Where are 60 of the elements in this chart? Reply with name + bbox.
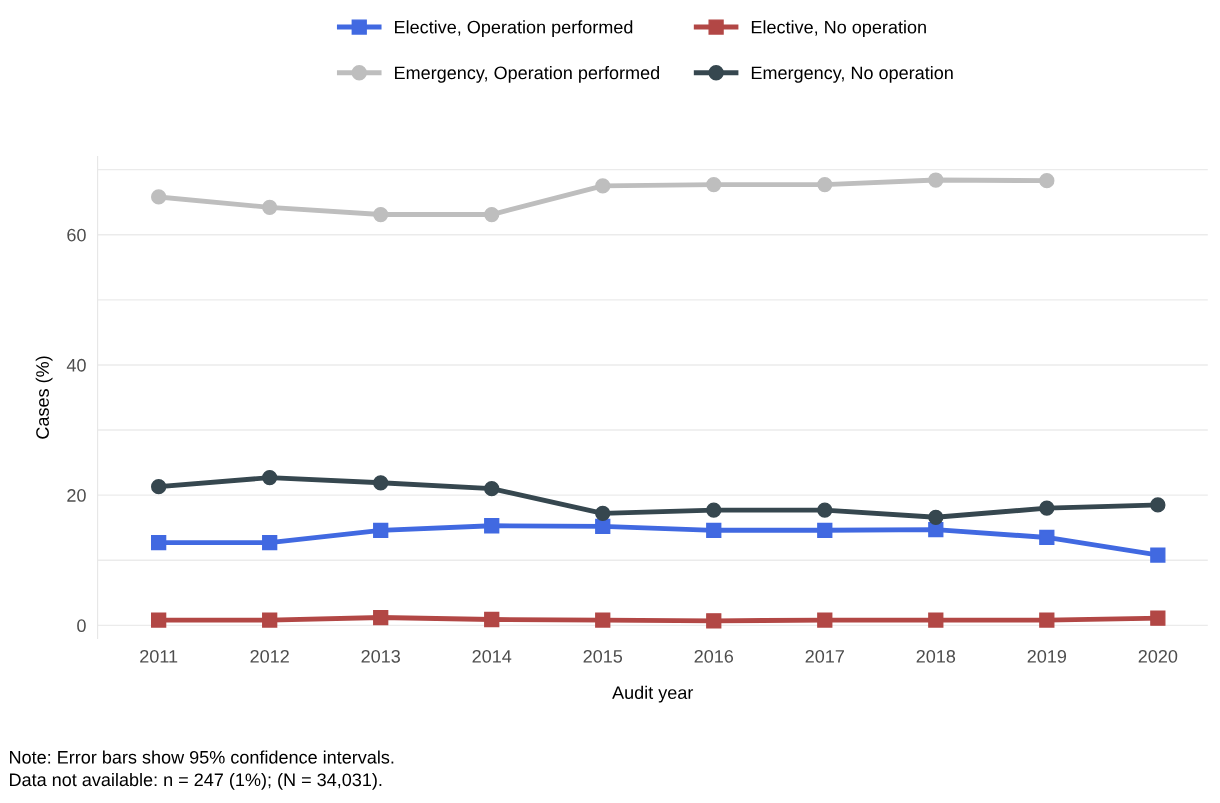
point <box>484 611 500 628</box>
point <box>1039 612 1055 628</box>
point <box>928 509 944 525</box>
point <box>817 502 833 518</box>
point <box>1039 500 1055 516</box>
point <box>1150 497 1166 513</box>
point <box>706 613 722 629</box>
x-tick-label: 2011 <box>140 649 178 663</box>
point <box>373 206 389 223</box>
point <box>151 535 167 551</box>
point <box>373 609 389 626</box>
y-tick-label: 60 <box>67 228 86 242</box>
point <box>928 172 944 188</box>
point <box>262 199 278 216</box>
x-tick-label: 2013 <box>361 649 400 663</box>
point <box>595 178 611 194</box>
point <box>706 522 722 538</box>
point <box>928 612 944 628</box>
x-tick-label: 2017 <box>805 649 844 663</box>
x-tick-label: 2014 <box>472 649 512 663</box>
point <box>706 176 722 193</box>
point <box>262 612 278 628</box>
point <box>151 479 167 495</box>
x-tick-label: 2016 <box>694 649 734 663</box>
legend-label: Emergency, No operation <box>751 65 953 83</box>
y-axis-title: Cases (%) <box>35 356 53 439</box>
point <box>706 502 722 518</box>
x-tick-label: 2018 <box>916 649 956 663</box>
x-axis-title: Audit year <box>612 685 694 703</box>
point <box>1039 173 1055 189</box>
y-tick-label: 0 <box>77 619 86 633</box>
point <box>595 505 611 522</box>
x-tick-label: 2012 <box>250 649 289 663</box>
y-tick-label: 20 <box>67 489 86 502</box>
x-tick-label: 2019 <box>1027 649 1067 663</box>
text: Data not available: n = 247 (1%); (N = 34,031). <box>10 772 382 790</box>
point <box>1150 547 1166 563</box>
point <box>484 518 500 534</box>
text: Note: Error bars show 95% confidence intervals. <box>10 750 394 764</box>
point <box>262 535 278 551</box>
point <box>817 176 833 193</box>
point <box>262 469 278 486</box>
point <box>151 189 167 205</box>
legend-label: Elective, Operation performed <box>395 20 633 38</box>
point <box>484 206 500 223</box>
point <box>817 612 833 628</box>
point <box>373 475 389 491</box>
point <box>595 518 611 535</box>
point <box>151 612 167 628</box>
point <box>1150 610 1166 626</box>
x-tick-label: 2020 <box>1138 649 1178 663</box>
legend-label: Elective, No operation <box>751 20 926 38</box>
point <box>373 522 389 538</box>
x-tick-label: 2015 <box>583 649 623 663</box>
point <box>595 612 611 628</box>
legend-label: Emergency, Operation performed <box>395 65 659 83</box>
point <box>817 522 833 538</box>
point <box>484 480 500 497</box>
point <box>1039 529 1055 546</box>
y-tick-label: 40 <box>66 358 86 372</box>
